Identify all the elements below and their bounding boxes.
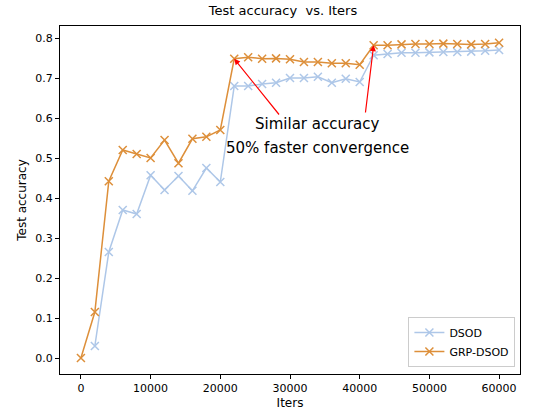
svg-text:0.8: 0.8 <box>35 32 53 45</box>
svg-text:0.7: 0.7 <box>35 72 53 85</box>
svg-text:Test accuracy vs. Iters: Test accuracy vs. Iters <box>208 3 358 18</box>
svg-text:60000: 60000 <box>482 382 517 395</box>
svg-text:Similar accuracy: Similar accuracy <box>255 115 380 133</box>
svg-text:Test accuracy: Test accuracy <box>15 159 29 242</box>
svg-text:0.4: 0.4 <box>35 192 53 205</box>
svg-text:0.6: 0.6 <box>35 112 53 125</box>
svg-text:0.1: 0.1 <box>35 312 53 325</box>
svg-text:50000: 50000 <box>412 382 447 395</box>
svg-text:10000: 10000 <box>133 382 168 395</box>
svg-text:30000: 30000 <box>273 382 308 395</box>
svg-text:0.3: 0.3 <box>35 232 53 245</box>
svg-text:0.0: 0.0 <box>35 352 53 365</box>
svg-text:GRP-DSOD: GRP-DSOD <box>449 346 508 359</box>
svg-text:0: 0 <box>77 382 84 395</box>
svg-text:50% faster convergence: 50% faster convergence <box>226 139 409 157</box>
svg-text:Iters: Iters <box>277 396 304 410</box>
svg-text:DSOD: DSOD <box>449 327 482 340</box>
svg-text:0.5: 0.5 <box>35 152 53 165</box>
svg-text:40000: 40000 <box>342 382 377 395</box>
svg-text:0.2: 0.2 <box>35 272 53 285</box>
svg-text:20000: 20000 <box>203 382 238 395</box>
